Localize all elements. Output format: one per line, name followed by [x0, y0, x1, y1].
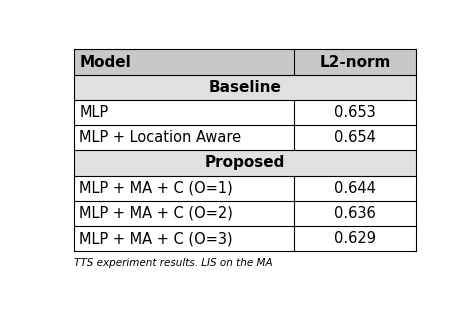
Text: 0.644: 0.644: [334, 181, 376, 196]
Text: MLP + Location Aware: MLP + Location Aware: [80, 130, 242, 145]
Text: 0.653: 0.653: [334, 105, 376, 120]
Text: MLP + MA + C (O=3): MLP + MA + C (O=3): [80, 231, 233, 246]
Text: MLP + MA + C (O=2): MLP + MA + C (O=2): [80, 206, 233, 221]
Text: 0.654: 0.654: [334, 130, 376, 145]
Text: MLP: MLP: [80, 105, 109, 120]
Text: 0.636: 0.636: [334, 206, 376, 221]
Text: Baseline: Baseline: [209, 80, 281, 95]
Text: TTS experiment results. LIS on the MA: TTS experiment results. LIS on the MA: [74, 258, 273, 268]
Text: 0.629: 0.629: [334, 231, 376, 246]
Text: Proposed: Proposed: [205, 155, 285, 170]
Text: L2-norm: L2-norm: [319, 55, 391, 70]
Text: Model: Model: [80, 55, 131, 70]
Text: MLP + MA + C (O=1): MLP + MA + C (O=1): [80, 181, 233, 196]
